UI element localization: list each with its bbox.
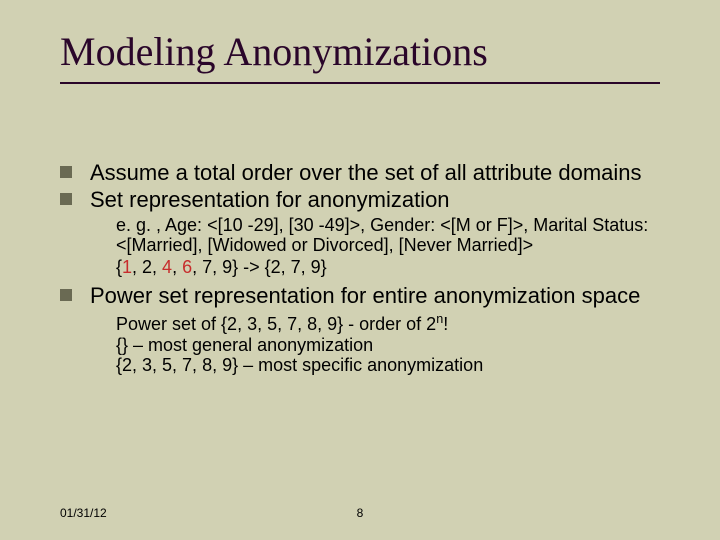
bullet-2-sub-1: e. g. , Age: <[10 -29], [30 -49]>, Gende…	[60, 215, 660, 255]
footer-date: 01/31/12	[60, 506, 107, 520]
bullet-1: Assume a total order over the set of all…	[60, 160, 660, 185]
b2s2-h1: 1	[122, 257, 132, 277]
square-bullet-icon	[60, 193, 72, 205]
bullet-2-sub-1-text: e. g. , Age: <[10 -29], [30 -49]>, Gende…	[116, 215, 648, 255]
title-underline	[60, 82, 660, 84]
bullet-3-sub-1: Power set of {2, 3, 5, 7, 8, 9} - order …	[60, 312, 660, 334]
b3s3-text: {2, 3, 5, 7, 8, 9} – most specific anony…	[116, 355, 483, 375]
b3s2-text: {} – most general anonymization	[116, 335, 373, 355]
slide: Modeling Anonymizations Assume a total o…	[0, 0, 720, 540]
bullet-2-sub-2: {1, 2, 4, 6, 7, 9} -> {2, 7, 9}	[60, 257, 660, 277]
b2s2-m1: , 2,	[132, 257, 162, 277]
b3s1-pre: Power set of {2, 3, 5, 7, 8, 9} - order …	[116, 314, 436, 334]
b2s2-m3: , 7, 9} -> {2, 7, 9}	[192, 257, 327, 277]
bullet-1-text: Assume a total order over the set of all…	[90, 160, 642, 185]
b3s1-post: !	[443, 314, 448, 334]
bullet-3-text: Power set representation for entire anon…	[90, 283, 640, 308]
square-bullet-icon	[60, 289, 72, 301]
b2s2-h3: 6	[182, 257, 192, 277]
slide-title: Modeling Anonymizations	[60, 28, 488, 75]
b2s2-m2: ,	[172, 257, 182, 277]
content-area: Assume a total order over the set of all…	[60, 160, 660, 375]
bullet-2: Set representation for anonymization	[60, 187, 660, 212]
bullet-3: Power set representation for entire anon…	[60, 283, 660, 308]
bullet-3-sub-2: {} – most general anonymization	[60, 335, 660, 355]
square-bullet-icon	[60, 166, 72, 178]
footer-page-number: 8	[357, 506, 364, 520]
bullet-2-text: Set representation for anonymization	[90, 187, 450, 212]
b2s2-h2: 4	[162, 257, 172, 277]
bullet-3-sub-3: {2, 3, 5, 7, 8, 9} – most specific anony…	[60, 355, 660, 375]
